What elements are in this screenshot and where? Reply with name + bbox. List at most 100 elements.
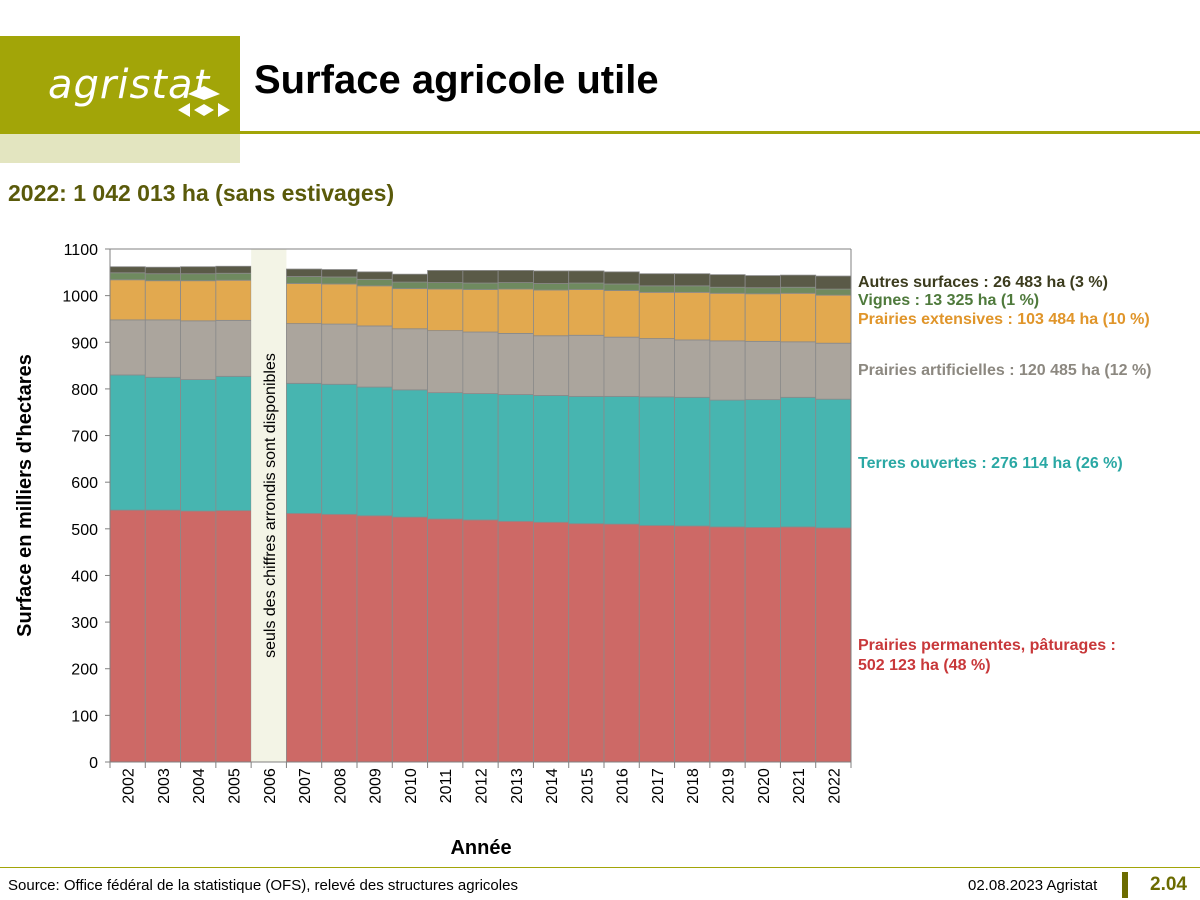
bar-2018-series-0 (674, 525, 711, 763)
bar-2002-series-4 (109, 272, 146, 281)
bar-2007-series-1 (286, 382, 323, 514)
bar-2013-series-5 (497, 270, 534, 283)
chart-subtitle: 2022: 1 042 013 ha (sans estivages) (8, 180, 395, 206)
footer-date: 02.08.2023 Agristat (968, 877, 1098, 894)
bar-2007-series-5 (286, 268, 323, 277)
legend-vignes: Vignes : 13 325 ha (1 %) (858, 292, 1040, 309)
bar-2010-series-0 (391, 516, 428, 763)
y-tick-label: 1100 (64, 242, 99, 259)
x-tick-label: 2016 (615, 768, 632, 804)
bar-2008-series-0 (321, 513, 358, 763)
bar-2015-series-4 (568, 282, 605, 290)
bar-2014-series-0 (533, 521, 570, 763)
footer-source: Source: Office fédéral de la statistique… (8, 877, 518, 894)
bar-2021-series-4 (780, 286, 817, 294)
bar-2005-series-5 (215, 265, 252, 274)
bar-2016-series-5 (603, 271, 640, 285)
bar-2016-series-2 (603, 336, 640, 397)
bar-2021-series-1 (780, 396, 817, 528)
bar-2008-series-1 (321, 383, 358, 515)
bar-2010-series-1 (391, 389, 428, 518)
x-tick-label: 2011 (438, 769, 455, 804)
bar-2008-series-3 (321, 283, 358, 325)
bar-2020-series-4 (744, 287, 781, 295)
x-tick-label: 2010 (403, 768, 420, 804)
y-tick-label: 800 (71, 382, 98, 399)
x-axis-title: Année (450, 837, 511, 859)
x-tick-label: 2015 (579, 768, 596, 804)
bar-2010-series-2 (391, 328, 428, 391)
bar-2003-series-3 (144, 280, 181, 321)
x-tick-label: 2004 (191, 768, 208, 804)
bar-2021-series-5 (780, 274, 817, 288)
x-tick-label: 2005 (227, 768, 244, 804)
y-tick-label: 700 (71, 429, 98, 446)
bar-2003-series-2 (144, 319, 181, 378)
bar-2020-series-2 (744, 340, 781, 401)
y-tick-label: 300 (71, 615, 98, 632)
logo-text: agristat (48, 62, 211, 108)
logo-banner-strip (0, 134, 240, 163)
bar-2005-series-3 (215, 279, 252, 321)
y-tick-label: 900 (71, 335, 98, 352)
bar-2012-series-1 (462, 393, 499, 521)
bar-2019-series-3 (709, 292, 746, 342)
legend-prairies-artificielles: Prairies artificielles : 120 485 ha (12 … (858, 362, 1152, 379)
bar-2015-series-0 (568, 523, 605, 763)
legend-autres-surfaces: Autres surfaces : 26 483 ha (3 %) (858, 274, 1108, 291)
x-tick-label: 2003 (156, 768, 173, 804)
bar-2019-series-5 (709, 274, 746, 288)
bar-2018-series-5 (674, 273, 711, 287)
legend-terres-ouvertes: Terres ouvertes : 276 114 ha (26 %) (858, 455, 1123, 472)
bar-2007-series-3 (286, 283, 323, 325)
bar-2017-series-0 (638, 525, 675, 763)
bar-2012-series-5 (462, 270, 499, 284)
bar-2003-series-4 (144, 273, 181, 282)
bar-2011-series-2 (427, 330, 464, 394)
bar-2002-series-1 (109, 374, 146, 511)
x-tick-label: 2014 (544, 768, 561, 804)
bar-2012-series-0 (462, 519, 499, 763)
bar-2005-series-1 (215, 375, 252, 512)
bar-2009-series-0 (356, 515, 393, 763)
bar-2018-series-1 (674, 396, 711, 527)
footer-rule (0, 867, 1200, 868)
bar-2013-series-0 (497, 520, 534, 763)
bar-2011-series-3 (427, 288, 464, 332)
bar-2022-series-3 (815, 294, 852, 344)
bar-2008-series-4 (321, 276, 358, 285)
bar-2013-series-4 (497, 282, 534, 290)
bar-2018-series-4 (674, 285, 711, 293)
x-tick-label: 2013 (509, 768, 526, 804)
bar-2019-series-1 (709, 399, 746, 528)
bar-2014-series-2 (533, 335, 570, 396)
bar-2010-series-5 (391, 273, 428, 283)
page-title: Surface agricole utile (254, 58, 659, 102)
bar-2015-series-2 (568, 334, 605, 397)
y-tick-label: 400 (71, 568, 98, 585)
bar-2020-series-0 (744, 527, 781, 763)
bar-2013-series-2 (497, 333, 534, 395)
y-tick-label: 100 (71, 708, 98, 725)
bar-2016-series-4 (603, 283, 640, 291)
x-tick-label: 2009 (368, 768, 385, 804)
bar-2004-series-0 (180, 510, 217, 763)
bar-2020-series-3 (744, 293, 781, 342)
x-tick-label: 2018 (685, 768, 702, 804)
x-tick-label: 2019 (721, 768, 738, 804)
bar-2013-series-1 (497, 394, 534, 522)
bar-2019-series-0 (709, 526, 746, 763)
bar-2008-series-2 (321, 323, 358, 385)
bar-2009-series-1 (356, 386, 393, 517)
bar-2005-series-4 (215, 272, 252, 281)
bar-2005-series-0 (215, 510, 252, 763)
bar-2021-series-3 (780, 292, 817, 343)
bar-2007-series-4 (286, 276, 323, 284)
bar-2017-series-5 (638, 273, 675, 287)
bar-2019-series-4 (709, 286, 746, 294)
x-tick-label: 2007 (297, 768, 314, 804)
legend-prairies-extensives: Prairies extensives : 103 484 ha (10 %) (858, 311, 1150, 328)
bar-2017-series-2 (638, 338, 675, 398)
x-tick-label: 2017 (650, 768, 667, 804)
bar-2014-series-5 (533, 270, 570, 284)
